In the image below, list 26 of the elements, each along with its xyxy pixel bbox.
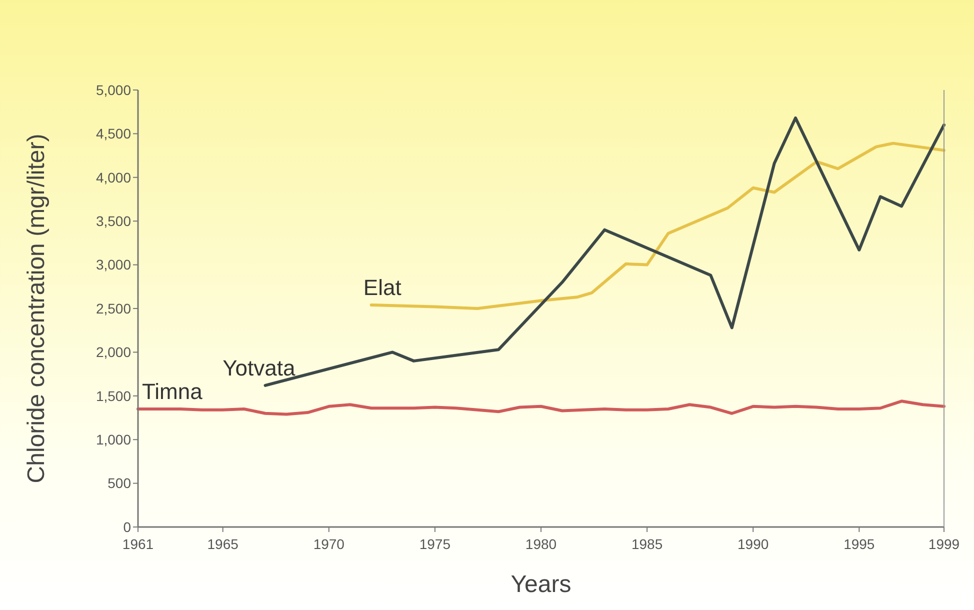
y-tick-label: 3,000 [96, 256, 132, 273]
y-tick-label: 2,500 [96, 300, 132, 316]
y-tick-label: 1,500 [96, 388, 132, 404]
x-tick-label: 1980 [525, 536, 557, 552]
y-tick-label: 4,000 [96, 169, 132, 186]
series-label: Elat [363, 275, 402, 300]
x-tick-label: 1975 [419, 536, 451, 552]
x-tick-label: 1961 [122, 536, 154, 552]
series-label: Yotvata [222, 355, 296, 380]
x-tick-label: 1985 [631, 536, 663, 552]
x-axis-title: Years [510, 571, 572, 598]
x-tick-label: 1990 [738, 536, 769, 552]
x-tick-label: 1995 [844, 536, 875, 552]
y-axis-title: Chloride concentration (mgr/liter) [23, 134, 50, 484]
x-tick-label: 1965 [207, 536, 239, 552]
y-tick-label: 500 [108, 475, 132, 492]
y-tick-label: 3,500 [96, 213, 132, 229]
series-label: Timna [142, 379, 204, 404]
line-series [136, 400, 946, 416]
x-tick-label: 1999 [928, 536, 960, 552]
y-tick-label: 0 [123, 518, 132, 535]
y-tick-label: 4,500 [96, 126, 132, 142]
y-tick-label: 2,000 [96, 344, 132, 360]
y-tick-label: 5,000 [96, 82, 132, 98]
x-tick-label: 1970 [313, 536, 345, 552]
y-tick-label: 1,000 [96, 432, 132, 448]
